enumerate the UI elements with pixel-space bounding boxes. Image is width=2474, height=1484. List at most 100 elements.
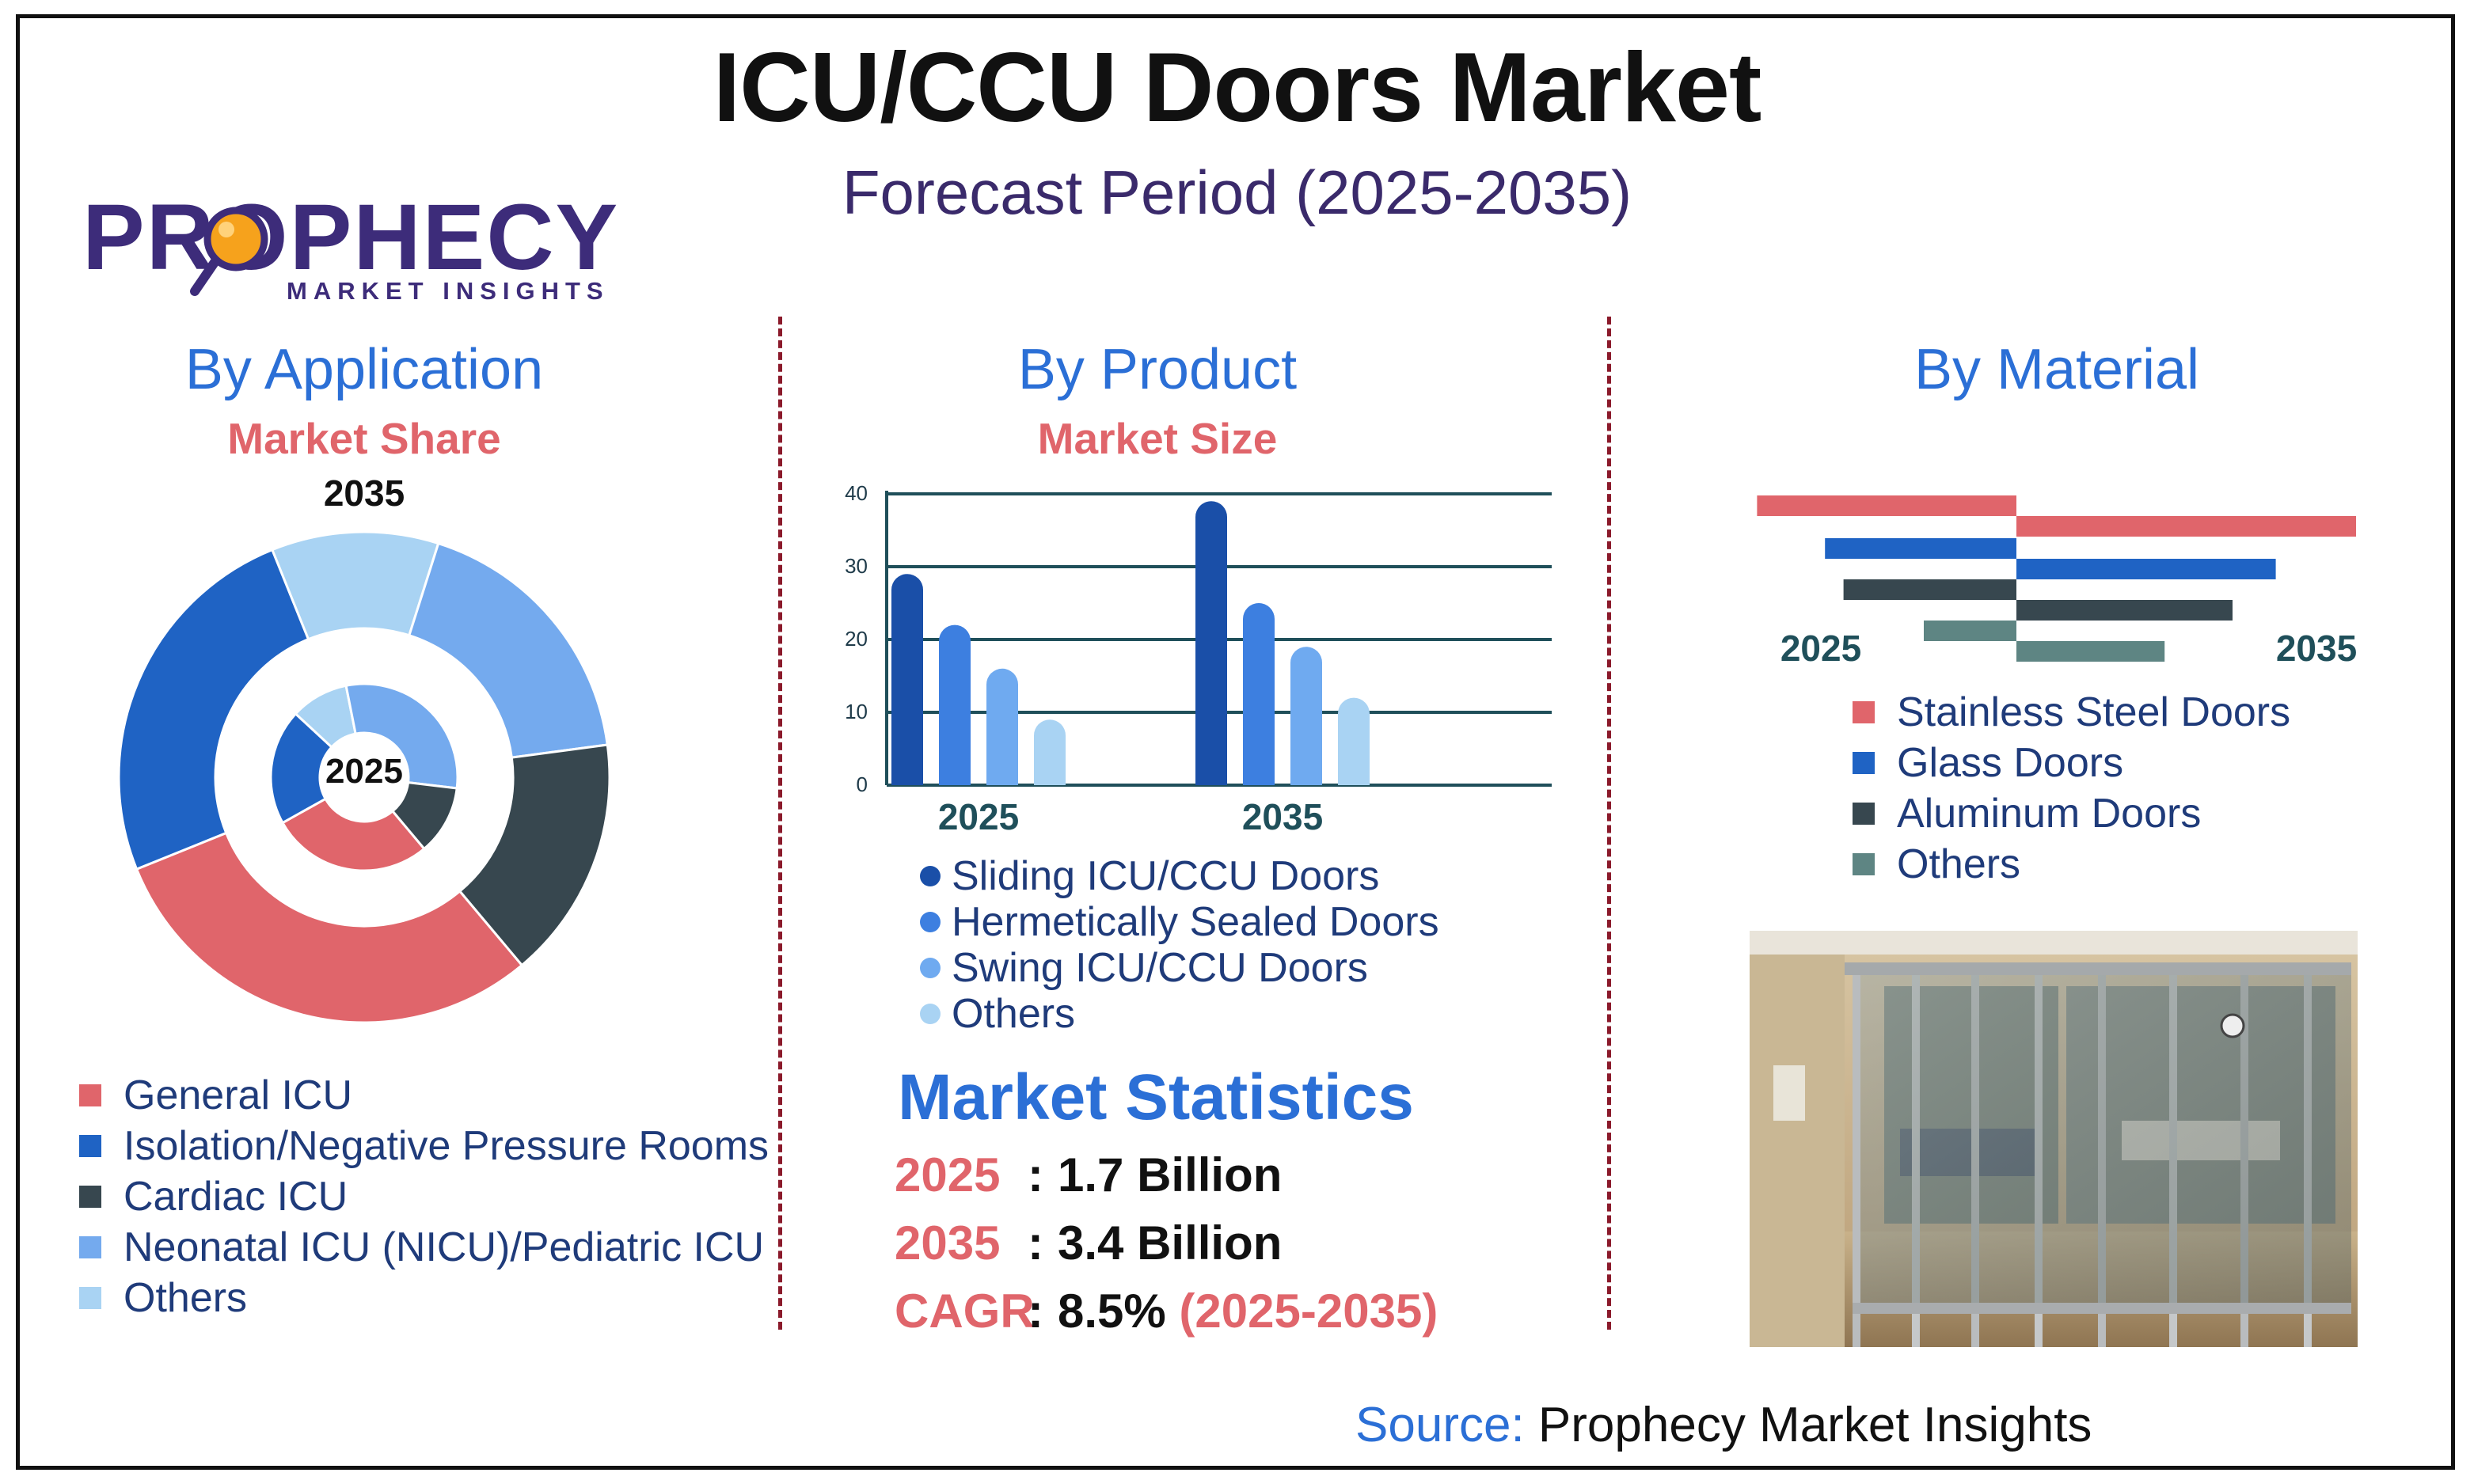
- legend-swatch: [1853, 853, 1875, 875]
- legend-swatch: [920, 866, 941, 886]
- stat-row: CAGR: 8.5% (2025-2035): [895, 1284, 1438, 1352]
- source-line: Source: Prophecy Market Insights: [1355, 1397, 2092, 1453]
- bar-2035-1: [1243, 603, 1275, 785]
- legend-item-hermetic: Hermetically Sealed Doors: [920, 899, 1439, 945]
- bar-2025-2: [986, 668, 1018, 785]
- application-donut-chart: [117, 530, 611, 1024]
- stat-colon: :: [1028, 1285, 1043, 1338]
- stat-value: 3.4 Billion: [1057, 1216, 1283, 1270]
- infographic-frame: [16, 14, 2455, 1470]
- stat-value: 8.5%: [1057, 1285, 1166, 1338]
- legend-item-material-others: Others: [1853, 839, 2290, 890]
- legend-swatch: [920, 958, 941, 978]
- product-bar-chart: 0 10 20 30 40 2025 2035: [845, 481, 1552, 837]
- y-tick-label: 10: [845, 700, 868, 723]
- legend-item-product-others: Others: [920, 991, 1439, 1037]
- legend-item-aluminum: Aluminum Doors: [1853, 788, 2290, 839]
- application-subtitle: Market Share: [227, 414, 501, 463]
- donut-slice-2025-0: [280, 797, 426, 872]
- logo-tagline: MARKET INSIGHTS: [287, 277, 610, 305]
- stats-title: Market Statistics: [898, 1061, 1414, 1133]
- bar-2035-3: [2016, 641, 2165, 662]
- donut-slice-2025-3: [344, 682, 459, 790]
- source-label: Source:: [1355, 1398, 1525, 1452]
- donut-slice-2035-0: [135, 831, 524, 1024]
- legend-swatch: [1853, 803, 1875, 825]
- product-legend: Sliding ICU/CCU Doors Hermetically Seale…: [920, 853, 1439, 1037]
- stat-row: 2025:1.7 Billion: [895, 1148, 1438, 1216]
- legend-label: Aluminum Doors: [1897, 791, 2202, 837]
- stat-key: CAGR: [895, 1285, 1035, 1338]
- stat-colon: :: [1028, 1148, 1043, 1201]
- bar-2035-0: [1195, 501, 1227, 785]
- legend-swatch: [79, 1287, 101, 1309]
- x-category-label: 2035: [1242, 796, 1323, 837]
- stat-period: (2025-2035): [1179, 1285, 1438, 1338]
- legend-swatch: [920, 1004, 941, 1024]
- bar-2035-3: [1338, 697, 1370, 785]
- stat-row: 2035:3.4 Billion: [895, 1216, 1438, 1284]
- product-subtitle: Market Size: [1037, 414, 1278, 463]
- section-divider: [778, 317, 782, 1330]
- y-tick-label: 20: [845, 627, 868, 651]
- stat-key: 2035: [895, 1216, 1001, 1270]
- donut-slice-2035-4: [458, 743, 611, 967]
- magnifier-icon: [190, 207, 268, 296]
- legend-swatch: [1853, 752, 1875, 774]
- legend-label: Neonatal ICU (NICU)/Pediatric ICU: [124, 1224, 765, 1270]
- bar-2025-0: [1757, 495, 2016, 516]
- legend-label: Isolation/Negative Pressure Rooms: [124, 1123, 770, 1169]
- legend-item-glass: Glass Doors: [1853, 738, 2290, 788]
- legend-label: Others: [952, 991, 1076, 1037]
- legend-item-neonatal-icu: Neonatal ICU (NICU)/Pediatric ICU: [79, 1222, 769, 1273]
- legend-label: Cardiac ICU: [124, 1174, 348, 1220]
- material-right-year: 2035: [2275, 628, 2358, 669]
- logo-wordmark: PROPHECY: [82, 185, 620, 290]
- bar-2025-1: [1825, 538, 2016, 559]
- page-title: ICU/CCU Doors Market: [713, 33, 1762, 142]
- bar-2035-2: [2016, 600, 2233, 621]
- donut-slice-2025-4: [390, 780, 458, 851]
- legend-item-isolation: Isolation/Negative Pressure Rooms: [79, 1121, 769, 1171]
- product-title: By Product: [1017, 338, 1298, 401]
- bar-2035-2: [1290, 647, 1322, 785]
- donut-slice-2035-3: [407, 541, 609, 759]
- outer-ring-label: 2035: [323, 473, 405, 514]
- legend-item-swing: Swing ICU/CCU Doors: [920, 945, 1439, 991]
- legend-item-sliding: Sliding ICU/CCU Doors: [920, 853, 1439, 899]
- bar-2025-3: [1924, 621, 2016, 641]
- inner-ring-label: 2025: [325, 752, 403, 791]
- legend-label: Others: [1897, 841, 2021, 887]
- x-category-label: 2025: [938, 796, 1019, 837]
- legend-swatch: [79, 1084, 101, 1106]
- bar-2025-1: [939, 624, 971, 785]
- legend-swatch: [79, 1186, 101, 1208]
- legend-item-cardiac-icu: Cardiac ICU: [79, 1171, 769, 1222]
- material-butterfly-chart: [1757, 495, 2356, 662]
- bar-2025-3: [1034, 719, 1066, 785]
- y-tick-label: 40: [845, 481, 868, 505]
- legend-item-others: Others: [79, 1273, 769, 1323]
- legend-swatch: [79, 1135, 101, 1157]
- donut-slice-2035-1: [117, 548, 310, 871]
- y-tick-label: 30: [845, 554, 868, 578]
- legend-item-stainless: Stainless Steel Doors: [1853, 687, 2290, 738]
- legend-swatch: [1853, 701, 1875, 723]
- application-title: By Application: [184, 338, 544, 401]
- bar-2035-1: [2016, 559, 2276, 579]
- donut-slice-2025-1: [269, 712, 334, 825]
- bar-2025-2: [1843, 579, 2016, 600]
- material-title: By Material: [1913, 338, 2200, 401]
- legend-label: General ICU: [124, 1072, 352, 1118]
- legend-label: Sliding ICU/CCU Doors: [952, 853, 1380, 899]
- stat-key: 2025: [895, 1148, 1001, 1201]
- legend-label: Swing ICU/CCU Doors: [952, 945, 1368, 991]
- stats-table: 2025:1.7 Billion 2035:3.4 Billion CAGR: 8…: [895, 1148, 1438, 1352]
- icu-doors-photo: [1750, 931, 2358, 1347]
- legend-swatch: [920, 912, 941, 932]
- stat-value: 1.7 Billion: [1057, 1148, 1283, 1201]
- legend-label: Hermetically Sealed Doors: [952, 899, 1439, 945]
- legend-swatch: [79, 1236, 101, 1258]
- bar-2035-0: [2016, 516, 2356, 537]
- material-legend: Stainless Steel Doors Glass Doors Alumin…: [1853, 687, 2290, 890]
